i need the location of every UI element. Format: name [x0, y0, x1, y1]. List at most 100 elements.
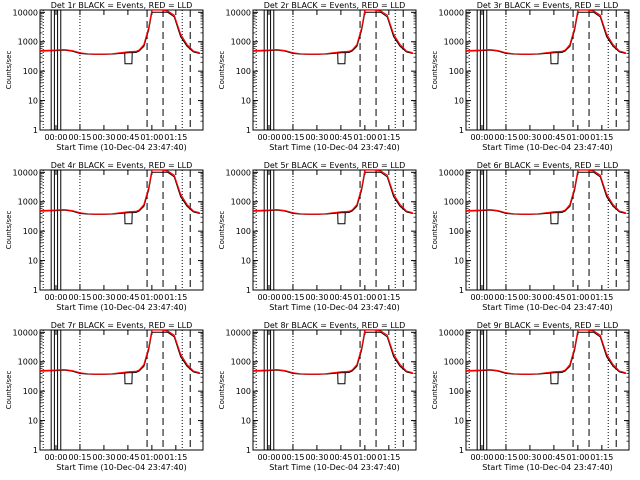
x-tick-label: 00:30	[518, 133, 541, 142]
y-tick-label: 1000	[231, 198, 251, 207]
y-tick-label: 10	[241, 257, 251, 266]
panel-title: Det 9r BLACK = Events, RED = LLD	[477, 321, 619, 330]
y-tick-label: 10000	[439, 168, 464, 177]
x-tick-label: 00:45	[116, 293, 139, 302]
y-axis-label: Counts/sec	[5, 51, 13, 90]
events-dropout	[550, 212, 559, 225]
y-tick-label: 1000	[18, 358, 38, 367]
x-tick-label: 00:30	[305, 293, 328, 302]
lld-series	[40, 10, 200, 55]
lld-series	[253, 330, 413, 375]
y-tick-label: 1000	[444, 198, 464, 207]
x-tick-label: 00:00	[470, 133, 493, 142]
y-tick-label: 10	[28, 97, 38, 106]
plot-frame	[252, 329, 417, 451]
events-dropout	[124, 52, 133, 65]
lld-series	[40, 330, 200, 375]
plot-area	[40, 170, 200, 290]
plot-frame	[252, 9, 417, 131]
x-tick-label: 00:45	[329, 453, 352, 462]
x-tick-label: 01:15	[377, 453, 400, 462]
x-tick-label: 01:00	[140, 133, 163, 142]
panel-title: Det 1r BLACK = Events, RED = LLD	[51, 1, 193, 10]
panel-title: Det 8r BLACK = Events, RED = LLD	[264, 321, 406, 330]
x-tick-label: 01:15	[377, 133, 400, 142]
y-tick-label: 1	[246, 446, 251, 455]
x-tick-label: 01:15	[590, 293, 613, 302]
x-tick-label: 00:15	[281, 453, 304, 462]
x-tick-label: 01:15	[164, 293, 187, 302]
x-tick-label: 00:15	[494, 293, 517, 302]
y-tick-label: 100	[449, 227, 464, 236]
plot-frame	[39, 9, 204, 131]
x-axis-label: Start Time (10-Dec-04 23:47:40)	[56, 303, 187, 312]
det-panel: Det 5r BLACK = Events, RED = LLD 1 10 100 10…	[218, 161, 417, 312]
panel-title: Det 3r BLACK = Events, RED = LLD	[477, 1, 619, 10]
x-tick-label: 00:45	[542, 293, 565, 302]
y-tick-label: 1000	[231, 358, 251, 367]
y-tick-label: 100	[23, 67, 38, 76]
y-tick-label: 1000	[444, 38, 464, 47]
y-axis-label: Counts/sec	[431, 371, 439, 410]
x-tick-label: 00:00	[44, 133, 67, 142]
lld-series	[40, 170, 200, 215]
lld-series	[253, 10, 413, 55]
x-tick-label: 00:00	[470, 453, 493, 462]
x-axis-label: Start Time (10-Dec-04 23:47:40)	[269, 303, 400, 312]
x-tick-label: 00:45	[329, 293, 352, 302]
det-panel: Det 4r BLACK = Events, RED = LLD 1 10 100 10…	[5, 161, 204, 312]
x-tick-label: 00:30	[305, 133, 328, 142]
x-axis-label: Start Time (10-Dec-04 23:47:40)	[56, 463, 187, 472]
x-tick-label: 00:30	[518, 293, 541, 302]
y-tick-label: 10000	[13, 328, 38, 337]
y-axis-label: Counts/sec	[431, 51, 439, 90]
x-tick-label: 01:00	[566, 293, 589, 302]
x-tick-label: 01:15	[164, 133, 187, 142]
y-axis-label: Counts/sec	[218, 371, 226, 410]
y-tick-label: 10	[454, 97, 464, 106]
y-tick-label: 100	[449, 387, 464, 396]
y-tick-label: 1000	[231, 38, 251, 47]
x-axis-label: Start Time (10-Dec-04 23:47:40)	[482, 463, 613, 472]
plot-area	[253, 10, 413, 130]
x-tick-label: 01:15	[377, 293, 400, 302]
lld-series	[466, 170, 626, 215]
y-tick-label: 100	[236, 67, 251, 76]
y-tick-label: 100	[23, 387, 38, 396]
plot-frame	[39, 329, 204, 451]
y-tick-label: 100	[449, 67, 464, 76]
det-panel: Det 9r BLACK = Events, RED = LLD 1 10 100 10…	[431, 321, 630, 472]
y-tick-label: 100	[23, 227, 38, 236]
panel-title: Det 2r BLACK = Events, RED = LLD	[264, 1, 406, 10]
x-tick-label: 00:45	[542, 133, 565, 142]
y-tick-label: 10000	[439, 8, 464, 17]
panel-title: Det 7r BLACK = Events, RED = LLD	[51, 321, 193, 330]
plot-area	[253, 170, 413, 290]
y-tick-label: 100	[236, 387, 251, 396]
x-axis-label: Start Time (10-Dec-04 23:47:40)	[269, 143, 400, 152]
plot-area	[40, 10, 200, 130]
x-tick-label: 01:00	[140, 453, 163, 462]
x-tick-label: 00:45	[542, 453, 565, 462]
x-tick-label: 01:15	[590, 453, 613, 462]
y-tick-label: 10	[454, 257, 464, 266]
x-tick-label: 00:30	[92, 453, 115, 462]
x-tick-label: 00:15	[494, 133, 517, 142]
y-axis-label: Counts/sec	[431, 211, 439, 250]
plot-frame	[252, 169, 417, 291]
plot-frame	[465, 169, 630, 291]
lld-series	[253, 170, 413, 215]
y-tick-label: 10000	[13, 8, 38, 17]
plot-area	[253, 330, 413, 450]
x-tick-label: 01:00	[353, 133, 376, 142]
lld-series	[466, 10, 626, 55]
events-dropout	[550, 52, 559, 65]
y-tick-label: 10	[454, 417, 464, 426]
y-tick-label: 100	[236, 227, 251, 236]
lld-series	[466, 330, 626, 375]
y-tick-label: 1	[246, 126, 251, 135]
x-tick-label: 00:00	[257, 133, 280, 142]
det-panel: Det 2r BLACK = Events, RED = LLD 1 10 100 10…	[218, 1, 417, 152]
y-tick-label: 1	[246, 286, 251, 295]
y-tick-label: 10000	[226, 328, 251, 337]
